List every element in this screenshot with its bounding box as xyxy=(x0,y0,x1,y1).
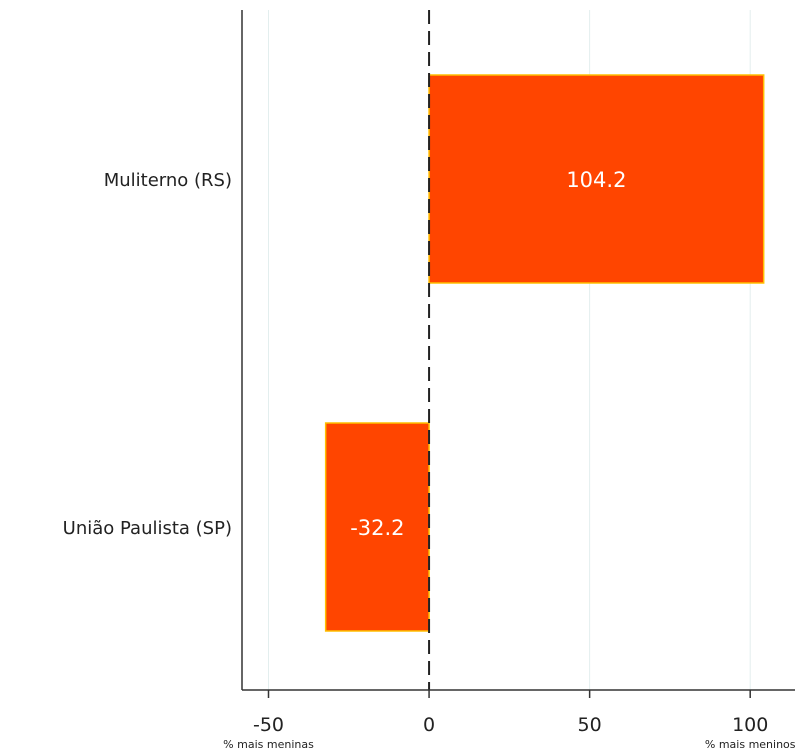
category-label-1: União Paulista (SP) xyxy=(63,518,232,539)
bar-0 xyxy=(428,74,765,284)
x-tick-label-1: 0 xyxy=(423,714,435,736)
category-label-0: Muliterno (RS) xyxy=(104,170,232,191)
x-tick-label-3: 100 xyxy=(732,714,768,736)
x-axis-note-1: % mais meninos xyxy=(705,738,795,751)
x-tick-label-2: 50 xyxy=(578,714,602,736)
x-axis-note-0: % mais meninas xyxy=(223,738,314,751)
bar-value-label-0: 104.2 xyxy=(566,168,626,192)
bar-1 xyxy=(324,422,430,632)
bar-value-label-1: -32.2 xyxy=(350,516,404,540)
x-tick-label-0: -50 xyxy=(253,714,284,736)
